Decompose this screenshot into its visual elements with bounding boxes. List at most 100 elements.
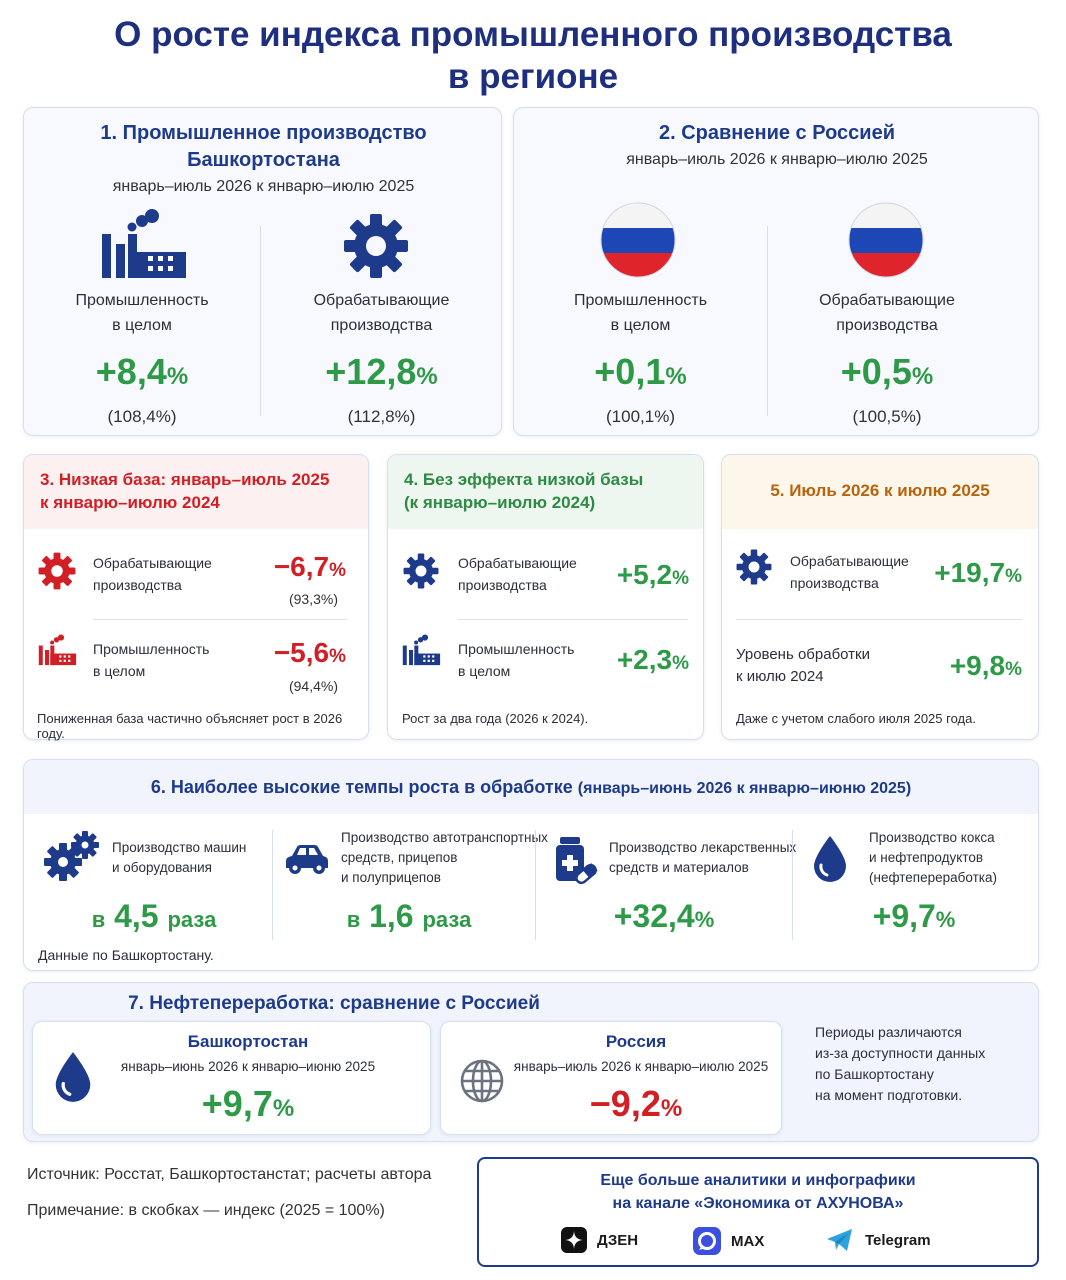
telegram-icon: [827, 1229, 852, 1251]
section-2-period: январь–июль 2026 к январю–июлю 2025: [626, 151, 928, 168]
globe-icon: [460, 1059, 504, 1103]
stat-label: производства: [836, 317, 938, 334]
row-unit: %: [1005, 566, 1022, 587]
stat-number: +0,5: [840, 351, 912, 392]
item-divider: [272, 830, 273, 940]
stat-unit: %: [416, 363, 438, 390]
promo-text: Еще больше аналитики и инфографики на ка…: [479, 1169, 1037, 1215]
row-label: Промышленность в целом: [93, 638, 209, 682]
row-number: −5,6: [273, 637, 330, 668]
section-6-heading-period: (январь–июнь 2026 к январю–июню 2025): [577, 780, 912, 797]
car-icon: [286, 845, 328, 874]
item-label-line2: и нефтепродуктов: [869, 850, 984, 865]
item-divider: [792, 830, 793, 940]
item-label-line1: Производство кокса: [869, 830, 995, 845]
row-label: Обрабатывающие производства: [458, 552, 577, 596]
row-label-line2: к июлю 2024: [736, 668, 824, 685]
row-number: +9,8: [949, 650, 1006, 681]
max-icon: [693, 1227, 721, 1255]
row-label: Промышленность в целом: [458, 638, 574, 682]
row-label-line1: Промышленность: [458, 641, 575, 657]
section-1-heading: 1. Промышленное производство Башкортоста…: [24, 120, 503, 174]
oil-drop-icon: [55, 1052, 91, 1102]
region-name: Россия: [605, 1032, 667, 1051]
section-5-heading: 5. Июль 2026 к июлю 2025: [722, 455, 1038, 529]
section-6-heading: 6. Наиболее высокие темпы роста в обрабо…: [24, 760, 1038, 814]
item-label-line1: Производство машин: [112, 840, 247, 855]
section-2-divider: [767, 226, 768, 416]
row-divider: [458, 619, 688, 620]
dzen-link[interactable]: ДЗЕН: [561, 1227, 638, 1253]
row-divider: [93, 619, 347, 620]
factory-icon: [402, 634, 441, 666]
row-number: −6,7: [273, 551, 330, 582]
promo-box: Еще больше аналитики и инфографики на ка…: [477, 1157, 1039, 1267]
item-prefix: в: [346, 907, 361, 932]
section-1-heading-line1: 1. Промышленное производство: [100, 122, 427, 144]
note-line: Периоды различаются: [815, 1024, 962, 1040]
page-title-line1: О росте индекса промышленного производст…: [114, 15, 952, 54]
item-number: 1,6: [369, 898, 414, 934]
item-label: Производство автотранспортных средств, п…: [341, 828, 548, 888]
row-number: +5,2: [616, 559, 673, 590]
row-label-line2: в целом: [458, 663, 511, 679]
stat-value: +12,8%: [260, 350, 503, 399]
section-2-right-stat: Обрабатывающие производства +0,5% (100,5…: [767, 288, 1007, 427]
item-suffix: %: [935, 907, 956, 932]
gear-icon: [344, 214, 408, 278]
region-period: январь–июль 2026 к январю–июлю 2025: [513, 1059, 769, 1074]
item-suffix: раза: [422, 907, 472, 932]
row-label-line2: производства: [93, 577, 182, 593]
page-title: О росте индекса промышленного производст…: [0, 14, 1066, 98]
region-unit: %: [660, 1095, 683, 1122]
item-suffix: раза: [167, 907, 217, 932]
item-label-line1: Производство лекарственных: [609, 840, 797, 855]
section-1-left-stat: Промышленность в целом +8,4% (108,4%): [24, 288, 260, 427]
row-label-line2: в целом: [93, 663, 146, 679]
max-link[interactable]: MAX: [693, 1227, 764, 1255]
row-number: +19,7: [934, 557, 1006, 588]
promo-line1: Еще больше аналитики и инфографики: [600, 1172, 916, 1189]
row-label-line1: Обрабатывающие: [790, 553, 909, 569]
row-label: Обрабатывающие производства: [790, 550, 909, 594]
row-label-line1: Обрабатывающие: [93, 555, 212, 571]
region-number: −9,2: [589, 1083, 661, 1124]
section-2-left-stat: Промышленность в целом +0,1% (100,1%): [514, 288, 767, 427]
gear-icon: [38, 552, 76, 590]
section-4-heading-line2: (к январю–июлю 2024): [404, 493, 596, 512]
russia-box: Россия январь–июль 2026 к январю–июлю 20…: [440, 1021, 782, 1135]
item-prefix: в: [91, 907, 106, 932]
item-suffix: %: [694, 907, 715, 932]
section-7-heading: 7. Нефтепереработка: сравнение с Россией: [128, 993, 540, 1014]
item-label: Производство лекарственных средств и мат…: [609, 838, 796, 878]
dzen-icon: [561, 1227, 587, 1253]
medicine-icon: [556, 837, 598, 885]
factory-icon: [38, 634, 77, 666]
stat-index: (108,4%): [107, 407, 177, 426]
item-label: Производство машин и оборудования: [112, 838, 246, 878]
promo-line2: на канале «Экономика от АХУНОВА»: [612, 1195, 904, 1212]
item-label-line2: средств, прицепов: [341, 850, 458, 865]
item-label-line3: и полуприцепов: [341, 870, 441, 885]
stat-label: в целом: [610, 317, 671, 334]
item-label: Производство кокса и нефтепродуктов (неф…: [869, 828, 997, 888]
gear-icon: [736, 549, 772, 585]
stat-unit: %: [911, 363, 934, 390]
item-value: в 4,5 раза: [54, 898, 254, 935]
stat-unit: %: [665, 363, 687, 390]
russia-flag-icon: [600, 202, 676, 278]
row-unit: %: [672, 653, 689, 674]
stat-unit: %: [166, 363, 189, 390]
row-divider: [736, 619, 1022, 620]
region-period: январь–июнь 2026 к январю–июню 2025: [120, 1059, 376, 1074]
row-label: Уровень обработки к июлю 2024: [736, 644, 870, 688]
section-3-heading-line2: к январю–июлю 2024: [40, 493, 220, 512]
section-1-divider: [260, 226, 261, 416]
section-3-heading-line1: 3. Низкая база: январь–июль 2025: [40, 470, 330, 489]
row-index: (93,3%): [288, 591, 338, 607]
russia-flag-icon: [848, 202, 924, 278]
telegram-link[interactable]: Telegram: [825, 1227, 931, 1253]
item-number: 4,5: [114, 898, 159, 934]
section-2-heading: 2. Сравнение с Россией: [658, 122, 895, 144]
section-4-card: 4. Без эффекта низкой базы (к январю–июл…: [387, 454, 704, 740]
